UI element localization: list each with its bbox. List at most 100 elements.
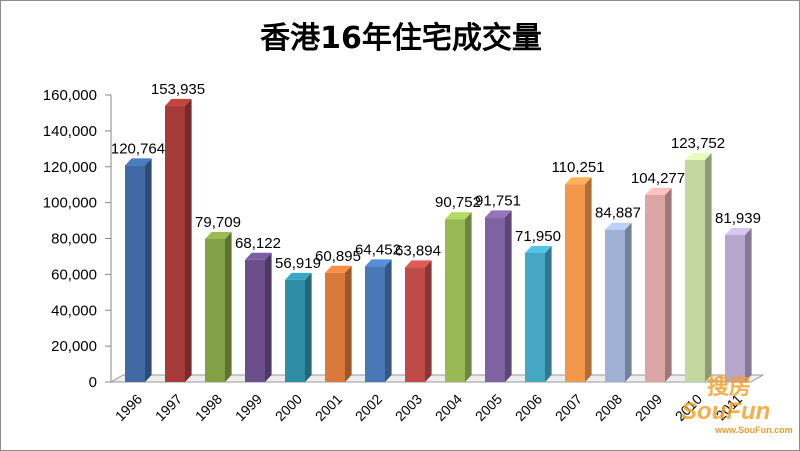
bar-front — [365, 266, 385, 382]
bar-top — [245, 252, 272, 260]
data-label: 60,895 — [315, 248, 361, 265]
bar-2004 — [445, 212, 472, 382]
bar-side — [385, 259, 392, 382]
x-tick-label: 2006 — [512, 391, 545, 424]
bars — [125, 98, 752, 383]
bar-side — [545, 245, 552, 382]
bar-front — [405, 267, 425, 382]
watermark-logo: SouFun — [681, 398, 770, 425]
bar-top — [205, 232, 232, 240]
data-label: 91,751 — [475, 192, 521, 209]
bar-front — [685, 160, 705, 382]
bar-2007 — [565, 177, 592, 382]
bar-top — [605, 222, 632, 230]
bar-side — [465, 212, 472, 382]
bar-2006 — [525, 245, 552, 382]
x-tick-label: 1998 — [192, 391, 225, 424]
bar-side — [585, 177, 592, 382]
y-tick-label: 120,000 — [43, 159, 97, 176]
bar-front — [565, 184, 585, 382]
y-tick-label: 160,000 — [43, 87, 97, 104]
y-tick-label: 80,000 — [51, 231, 97, 248]
bar-side — [425, 260, 432, 382]
bar-2011 — [725, 228, 752, 382]
bar-side — [345, 265, 352, 382]
bar-2010 — [685, 153, 712, 382]
x-tick-label: 2007 — [552, 391, 585, 424]
watermark-url: www.SouFun.com — [714, 425, 793, 435]
bar-top — [485, 210, 512, 218]
data-label: 110,251 — [551, 159, 604, 176]
x-tick-label: 2005 — [472, 391, 505, 424]
x-tick-label: 2004 — [432, 391, 465, 424]
data-label: 104,277 — [631, 170, 685, 187]
data-label: 81,939 — [715, 210, 761, 227]
data-label: 90,752 — [435, 194, 481, 211]
data-label: 64,452 — [355, 241, 401, 258]
bar-top — [525, 245, 552, 253]
x-tick-label: 1997 — [152, 391, 185, 424]
bar-top — [565, 177, 592, 185]
chart-title: 香港16年住宅成交量 — [260, 21, 542, 56]
bar-side — [505, 210, 512, 382]
bar-front — [645, 194, 665, 382]
x-tick-label: 2009 — [632, 391, 665, 424]
y-tick-label: 0 — [89, 374, 97, 391]
y-tick-label: 20,000 — [51, 338, 97, 355]
bar-front — [245, 259, 265, 382]
x-axis-ticks: 1996 1997 1998 1999 2000 2001 2002 2003 2004 2005… — [112, 391, 745, 424]
bar-front — [285, 279, 305, 382]
bar-top — [405, 260, 432, 268]
bar-front — [605, 229, 625, 382]
data-label: 71,950 — [515, 228, 561, 245]
data-label: 153,935 — [151, 81, 205, 98]
bar-side — [665, 187, 672, 382]
data-label: 56,919 — [275, 255, 321, 272]
bar-side — [625, 222, 632, 382]
bar-top — [325, 265, 352, 273]
bar-top — [165, 98, 192, 106]
bar-front — [525, 252, 545, 382]
x-tick-label: 1999 — [232, 391, 265, 424]
y-tick-label: 140,000 — [43, 123, 97, 140]
data-label: 120,764 — [111, 140, 165, 157]
bar-top — [365, 259, 392, 267]
bar-front — [725, 235, 745, 382]
bar-1999 — [245, 252, 272, 382]
x-tick-label: 2003 — [392, 391, 425, 424]
data-label: 79,709 — [195, 214, 241, 231]
bar-front — [445, 219, 465, 382]
bar-side — [225, 232, 232, 382]
bar-2008 — [605, 222, 632, 382]
x-tick-label: 1996 — [112, 391, 145, 424]
data-label: 123,752 — [671, 135, 725, 152]
bar-top — [445, 212, 472, 220]
watermark-cn: 搜房 — [707, 374, 751, 400]
data-labels: 120,764 153,935 79,709 68,122 56,91960,89564… — [111, 81, 761, 272]
bar-top — [125, 158, 152, 166]
data-label: 84,887 — [595, 205, 641, 222]
bar-2005 — [485, 210, 512, 382]
x-tick-label: 2002 — [352, 391, 385, 424]
x-tick-label: 2000 — [272, 391, 305, 424]
bar-1996 — [125, 158, 152, 382]
bar-front — [485, 217, 505, 382]
bar-side — [145, 158, 152, 382]
x-tick-label: 2001 — [312, 391, 345, 424]
bar-2000 — [285, 272, 312, 382]
bar-front — [325, 272, 345, 382]
bar-side — [305, 272, 312, 382]
bar-front — [165, 105, 185, 383]
bar-front — [205, 239, 225, 382]
bar-front — [125, 165, 145, 382]
soufun-watermark: 搜房 SouFun www.SouFun.com — [681, 374, 793, 435]
y-tick-label: 60,000 — [51, 266, 97, 283]
x-tick-label: 2008 — [592, 391, 625, 424]
bar-top — [725, 228, 752, 236]
data-label: 63,894 — [395, 242, 441, 259]
bar-2001 — [325, 265, 352, 382]
bar-2009 — [645, 187, 672, 382]
bar-side — [185, 98, 192, 383]
